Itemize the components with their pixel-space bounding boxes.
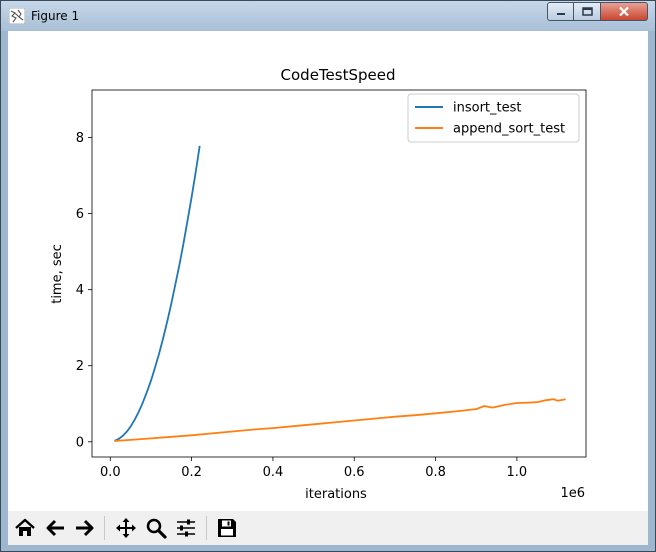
- x-tick-label: 0.4: [263, 465, 284, 480]
- figure-canvas-area: 0.0 0.2 0.4 0.6 0.8 1.0 0 2 4 6 8 CodeTestSpeed i…: [8, 31, 648, 545]
- legend: insort_test append_sort_test: [407, 93, 580, 143]
- y-tick-label: 8: [76, 131, 84, 146]
- close-button[interactable]: [601, 2, 648, 21]
- maximize-button[interactable]: [574, 2, 601, 21]
- x-tick-label: 0.6: [344, 465, 365, 480]
- minimize-button[interactable]: [547, 2, 574, 21]
- minimize-icon: [556, 12, 565, 15]
- x-tick-label: 1.0: [507, 465, 528, 480]
- x-tick-label: 0.8: [425, 465, 446, 480]
- x-tick-label: 0.0: [100, 465, 121, 480]
- window-title: Figure 1: [31, 9, 80, 23]
- toolbar-separator: [206, 516, 207, 540]
- back-button[interactable]: [42, 515, 68, 541]
- configure-subplots-button[interactable]: [173, 515, 199, 541]
- save-button[interactable]: [214, 515, 240, 541]
- legend-label-insort-test: insort_test: [453, 101, 522, 116]
- home-button[interactable]: [12, 515, 38, 541]
- y-axis-label: time, sec: [50, 244, 65, 304]
- chart-canvas[interactable]: 0.0 0.2 0.4 0.6 0.8 1.0 0 2 4 6 8 CodeTestSpeed i…: [8, 31, 648, 511]
- magnifier-icon: [146, 518, 167, 539]
- series-line-insort-test: [114, 145, 201, 442]
- pan-button[interactable]: [113, 515, 139, 541]
- close-icon: [619, 6, 629, 17]
- x-axis-label: iterations: [305, 487, 367, 502]
- y-tick-label: 4: [76, 283, 84, 298]
- floppy-disk-icon: [218, 519, 236, 537]
- maximize-icon: [581, 7, 593, 16]
- x-axis-offset-text: 1e6: [560, 486, 585, 501]
- legend-box: [407, 93, 580, 143]
- y-tick-label: 2: [76, 359, 84, 374]
- arrow-left-icon: [46, 519, 64, 537]
- y-tick-label: 6: [76, 207, 84, 222]
- home-icon: [15, 518, 35, 536]
- navigation-toolbar: [8, 511, 648, 545]
- sliders-icon: [177, 519, 195, 537]
- legend-label-append-sort-test: append_sort_test: [453, 122, 565, 137]
- title-bar[interactable]: Figure 1: [1, 1, 655, 31]
- forward-button[interactable]: [72, 515, 98, 541]
- y-tick-label: 0: [76, 435, 84, 450]
- series-line-append-sort-test: [114, 398, 566, 442]
- arrow-right-icon: [76, 519, 94, 537]
- toolbar-separator: [104, 516, 105, 540]
- chart-title: CodeTestSpeed: [281, 66, 396, 84]
- plot-frame: [91, 89, 587, 458]
- zoom-button[interactable]: [143, 515, 169, 541]
- x-tick-label: 0.2: [181, 465, 202, 480]
- move-icon: [116, 518, 136, 538]
- figure-app-icon: [8, 7, 26, 25]
